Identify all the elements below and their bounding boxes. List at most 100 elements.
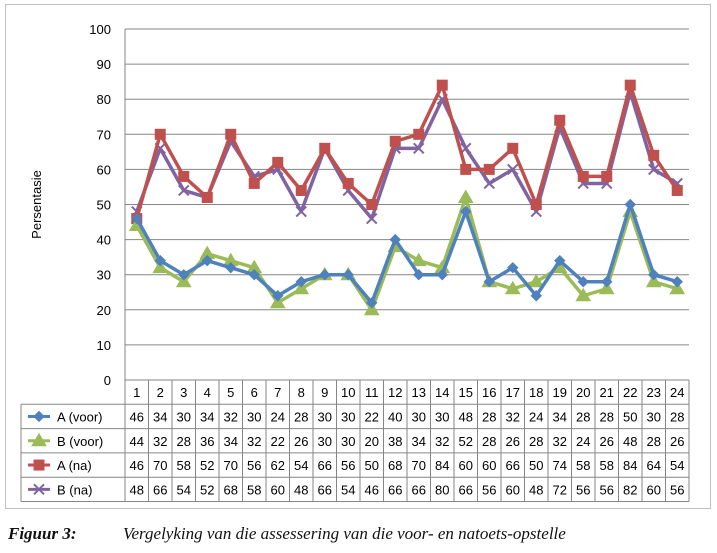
caption-label: Figuur 3: [8, 524, 77, 543]
category-label: 22 [623, 385, 637, 400]
data-point [554, 114, 566, 126]
table-cell: 28 [529, 434, 543, 449]
data-point [131, 212, 143, 225]
table-cell: 26 [294, 434, 308, 449]
data-point [413, 142, 425, 155]
category-label: 11 [365, 385, 379, 400]
data-point [33, 483, 45, 496]
data-point [669, 280, 686, 295]
category-label: 10 [341, 385, 355, 400]
legend-key [28, 432, 50, 447]
table-cell: 70 [224, 458, 238, 473]
data-point [225, 128, 237, 140]
y-tick-label: 20 [97, 303, 111, 318]
legend-entry: A (voor) [57, 409, 103, 424]
data-point [457, 189, 474, 203]
table-cell: 70 [412, 458, 426, 473]
data-point [33, 459, 45, 471]
series-b-voor [128, 189, 686, 316]
table-cell: 48 [459, 409, 473, 424]
table-cell: 56 [576, 482, 590, 497]
series-line [135, 90, 679, 221]
category-label: 6 [251, 385, 258, 400]
data-point [319, 268, 331, 281]
table-cell: 24 [271, 409, 285, 424]
data-point [154, 128, 166, 140]
table-cell: 28 [294, 409, 308, 424]
table-cell: 54 [294, 458, 308, 473]
table-cell: 66 [388, 482, 402, 497]
table-cell: 84 [435, 458, 449, 473]
table-cell: 74 [553, 458, 567, 473]
table-cell: 26 [670, 434, 684, 449]
data-point [483, 177, 495, 190]
table-cell: 66 [318, 458, 332, 473]
data-point [225, 261, 237, 274]
y-tick-label: 0 [104, 373, 111, 388]
data-point [507, 261, 519, 274]
data-point [178, 184, 190, 197]
table-cell: 56 [482, 482, 496, 497]
table-cell: 68 [388, 458, 402, 473]
table-cell: 56 [670, 482, 684, 497]
data-point [178, 268, 190, 281]
table-cell: 20 [365, 434, 379, 449]
y-tick-label: 50 [97, 198, 111, 213]
data-point [671, 276, 683, 288]
table-cell: 46 [130, 458, 144, 473]
table-cell: 58 [600, 458, 614, 473]
table-cell: 66 [459, 482, 473, 497]
table-cell: 60 [271, 482, 285, 497]
data-point [201, 254, 213, 267]
data-point [601, 170, 613, 182]
data-point [577, 170, 589, 182]
table-cell: 30 [247, 409, 261, 424]
data-point [363, 301, 380, 316]
gridlines [124, 28, 689, 381]
table-cell: 50 [529, 458, 543, 473]
figure-caption: Figuur 3: Vergelyking van die assesserin… [0, 522, 717, 548]
table-cell: 66 [412, 482, 426, 497]
series-a-voor [131, 198, 683, 309]
data-point [507, 142, 519, 154]
table-cell: 84 [623, 458, 637, 473]
table-cell: 46 [130, 409, 144, 424]
table-cell: 48 [294, 482, 308, 497]
category-label: 20 [576, 385, 590, 400]
table-cell: 32 [435, 434, 449, 449]
table-cell: 32 [506, 409, 520, 424]
data-point [648, 149, 660, 161]
category-label: 9 [321, 385, 328, 400]
data-point [483, 163, 495, 175]
data-point [648, 163, 660, 176]
y-tick-label: 30 [97, 268, 111, 283]
table-cell: 28 [177, 434, 191, 449]
series-layer [128, 79, 686, 316]
data-point [366, 212, 378, 225]
data-point [201, 191, 213, 203]
data-point [624, 79, 636, 91]
y-tick-label: 70 [97, 127, 111, 142]
data-point [460, 205, 472, 218]
table-cell: 54 [341, 482, 355, 497]
data-point [178, 170, 190, 182]
table-cell: 52 [459, 434, 473, 449]
table-cell: 32 [553, 434, 567, 449]
table-cell: 22 [365, 409, 379, 424]
data-point [413, 128, 425, 140]
data-point [272, 290, 284, 302]
data-point [389, 233, 401, 246]
category-label: 4 [204, 385, 211, 400]
table-cell: 30 [341, 409, 355, 424]
data-point [389, 135, 401, 147]
data-point [248, 177, 260, 189]
table-cell: 58 [576, 458, 590, 473]
table-cell: 30 [341, 434, 355, 449]
category-label: 14 [435, 385, 449, 400]
data-point [671, 184, 683, 196]
table-cell: 66 [153, 482, 167, 497]
data-point [295, 205, 307, 218]
table-cell: 30 [412, 409, 426, 424]
table-cell: 28 [600, 409, 614, 424]
